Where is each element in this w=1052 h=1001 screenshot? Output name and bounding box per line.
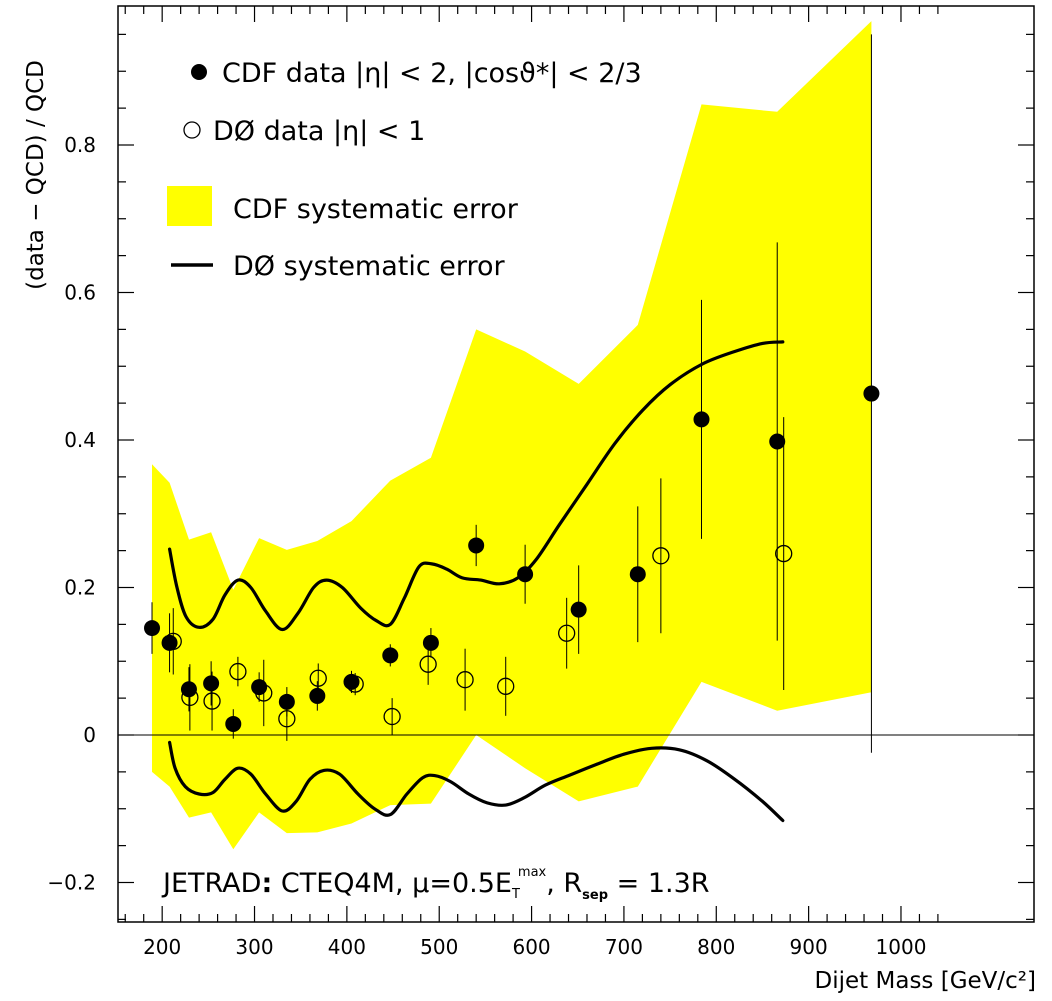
cdf-data-point <box>468 537 485 554</box>
d0-data-point <box>558 624 576 642</box>
y-tick-label: 0 <box>83 723 96 747</box>
d0-data-point <box>309 669 327 687</box>
cdf-data-point <box>629 566 646 583</box>
y-tick-label: −0.2 <box>47 871 96 895</box>
cdf-data-point <box>693 411 710 428</box>
d0-data-point <box>164 632 182 650</box>
cdf-data-point <box>517 566 534 583</box>
y-tick-label: 0.6 <box>64 281 96 305</box>
d0-data-point <box>652 547 670 565</box>
annotation-sub-sep: sep <box>582 888 608 903</box>
d0-data-point <box>419 655 437 673</box>
legend-d0-marker <box>183 121 201 139</box>
cdf-data-point <box>382 647 399 664</box>
annotation-sup-max: max <box>518 865 547 880</box>
legend: CDF data |η| < 2, |cosϑ*| < 2/3 DØ data … <box>167 58 642 282</box>
x-tick-label: 600 <box>512 935 550 959</box>
cdf-data-point <box>422 634 439 651</box>
cdf-data-point <box>203 675 220 692</box>
x-tick-label: 300 <box>235 935 273 959</box>
cdf-data-point <box>225 715 242 732</box>
annotation-colon: : <box>261 868 272 899</box>
x-axis-label: Dijet Mass [GeV/c²] <box>815 968 1036 994</box>
annotation-body-2: , R <box>546 868 582 899</box>
d0-data-point <box>181 688 199 707</box>
x-tick-label: 400 <box>328 935 366 959</box>
theory-annotation: JETRAD: CTEQ4M, μ=0.5ETmax, Rsep = 1.3R <box>161 865 710 903</box>
d0-data-point <box>775 544 793 563</box>
legend-cdf-label: CDF data |η| < 2, |cosϑ*| < 2/3 <box>222 58 642 89</box>
annotation-body-3: = 1.3R <box>608 868 710 899</box>
x-tick-label: 800 <box>697 935 735 959</box>
d0-data-point <box>255 684 273 702</box>
d0-data-point <box>203 692 221 710</box>
annotation-prefix: JETRAD <box>161 868 261 899</box>
y-tick-label: 0.4 <box>64 428 96 452</box>
legend-cdf-band-label: CDF systematic error <box>233 194 519 225</box>
y-axis-label: (data − QCD) / QCD <box>23 60 49 290</box>
d0-data-point <box>278 710 296 728</box>
x-tick-label: 200 <box>143 935 181 959</box>
legend-d0-line-label: DØ systematic error <box>233 251 506 282</box>
d0-systematic-lower-curve <box>168 740 785 823</box>
cdf-data-point <box>769 433 786 450</box>
d0-data-point <box>383 707 401 726</box>
x-tick-label: 700 <box>605 935 643 959</box>
annotation-body-1: CTEQ4M, μ=0.5E <box>272 868 512 899</box>
d0-systematic-upper-curve <box>168 340 785 632</box>
annotation-sub-t: T <box>511 887 520 902</box>
legend-cdf-band-swatch <box>167 186 212 226</box>
d0-data-point <box>346 675 364 693</box>
cdf-data-point <box>144 620 161 637</box>
x-tick-label: 900 <box>790 935 828 959</box>
cdf-data-point <box>309 687 326 704</box>
axis-ticks: 200 300 400 500 600 700 800 900 1000 −0.2 0 0.2 0.4 0… <box>47 6 1034 959</box>
legend-cdf-marker <box>191 64 207 80</box>
data-points <box>144 34 880 753</box>
x-tick-label: 500 <box>420 935 458 959</box>
y-tick-label: 0.8 <box>64 133 96 157</box>
x-tick-label: 1000 <box>876 935 927 959</box>
cdf-systematic-band <box>152 21 872 850</box>
cdf-data-point <box>570 601 587 618</box>
cdf-data-point <box>863 385 880 402</box>
d0-data-point <box>456 671 474 689</box>
y-tick-label: 0.2 <box>64 576 96 600</box>
legend-d0-label: DØ data |η| < 1 <box>213 116 425 147</box>
d0-data-point <box>497 677 515 695</box>
d0-data-point <box>229 662 247 681</box>
plot-frame <box>117 5 1035 923</box>
